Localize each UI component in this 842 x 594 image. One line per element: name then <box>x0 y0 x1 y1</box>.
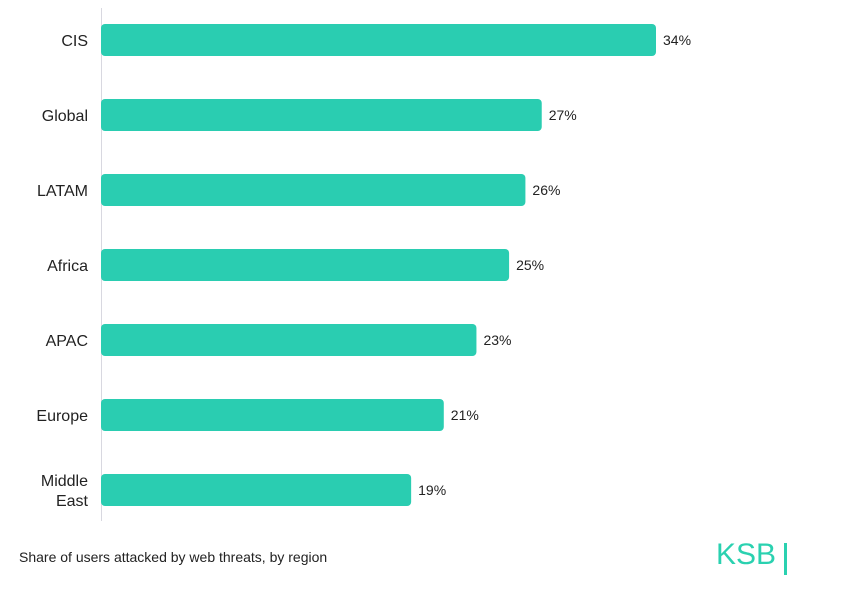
value-label: 19% <box>418 482 446 498</box>
bar <box>101 249 510 281</box>
value-label: 23% <box>483 332 511 348</box>
ksb-logo: KSB <box>716 538 777 571</box>
value-label: 21% <box>451 407 479 423</box>
category-label: APAC <box>46 333 88 350</box>
bar <box>101 174 526 206</box>
chart-caption: Share of users attacked by web threats, … <box>19 549 328 565</box>
category-label: Middle East <box>41 473 89 510</box>
bar <box>101 399 444 431</box>
value-label: 26% <box>532 182 560 198</box>
category-label: LATAM <box>37 183 88 200</box>
bar <box>101 474 412 506</box>
category-label: Global <box>42 108 88 125</box>
bar <box>101 99 542 131</box>
bar <box>101 24 656 56</box>
logo-divider <box>784 543 787 575</box>
bar <box>101 324 477 356</box>
value-label: 27% <box>549 107 577 123</box>
value-label: 34% <box>663 32 691 48</box>
category-label: CIS <box>61 33 88 50</box>
value-label: 25% <box>516 257 544 273</box>
category-label: Europe <box>36 408 88 425</box>
category-label: Africa <box>47 258 88 275</box>
